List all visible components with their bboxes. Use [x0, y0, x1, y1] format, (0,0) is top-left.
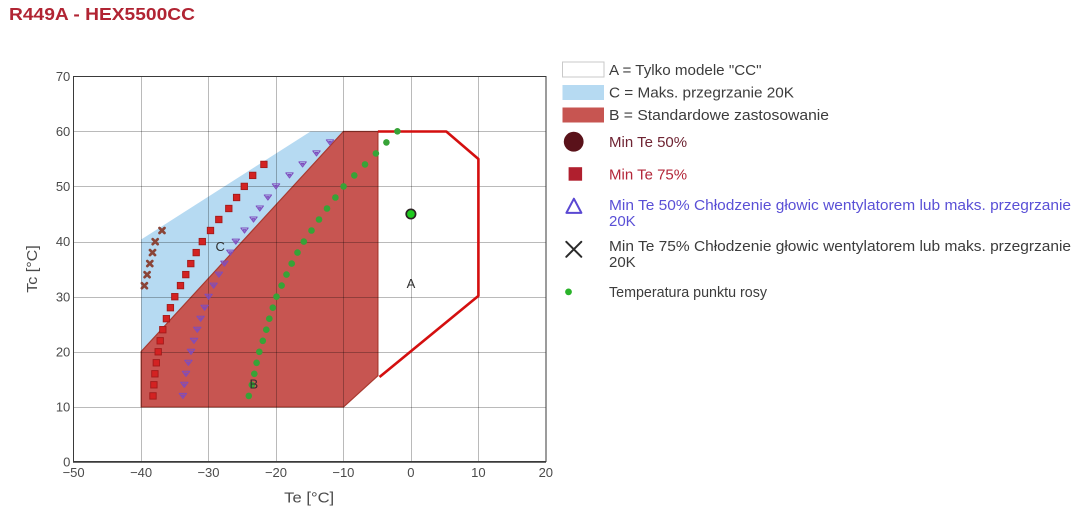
svg-text:20K: 20K — [609, 254, 636, 271]
svg-text:A: A — [407, 276, 416, 291]
svg-text:60: 60 — [56, 124, 70, 139]
svg-text:C = Maks. przegrzanie 20K: C = Maks. przegrzanie 20K — [609, 85, 794, 102]
svg-text:0: 0 — [407, 465, 414, 480]
svg-text:Te [°C]: Te [°C] — [284, 490, 334, 507]
svg-text:20: 20 — [56, 344, 70, 359]
svg-text:B = Standardowe zastosowanie: B = Standardowe zastosowanie — [609, 107, 829, 124]
svg-text:0: 0 — [63, 455, 70, 470]
svg-text:−20: −20 — [265, 465, 287, 480]
svg-text:Min Te 75% Chłodzenie głowic w: Min Te 75% Chłodzenie głowic wentylatore… — [609, 238, 1071, 255]
svg-text:10: 10 — [56, 400, 70, 415]
svg-text:Tc [°C]: Tc [°C] — [24, 245, 41, 293]
svg-text:−40: −40 — [130, 465, 152, 480]
svg-text:70: 70 — [56, 69, 70, 84]
svg-text:B: B — [250, 376, 259, 391]
svg-text:R449A - HEX5500CC: R449A - HEX5500CC — [9, 4, 195, 24]
svg-text:C: C — [216, 239, 225, 254]
svg-text:−30: −30 — [197, 465, 219, 480]
svg-text:20: 20 — [539, 465, 553, 480]
svg-text:Temperatura punktu rosy: Temperatura punktu rosy — [609, 284, 767, 301]
svg-text:−10: −10 — [332, 465, 354, 480]
svg-text:20K: 20K — [609, 213, 636, 230]
svg-text:A = Tylko modele "CC": A = Tylko modele "CC" — [609, 62, 762, 79]
svg-text:Min Te 50% Chłodzenie głowic w: Min Te 50% Chłodzenie głowic wentylatore… — [609, 197, 1071, 214]
svg-text:Min Te 50%: Min Te 50% — [609, 134, 687, 151]
svg-text:Min Te 75%: Min Te 75% — [609, 166, 687, 183]
svg-text:30: 30 — [56, 289, 70, 304]
svg-text:10: 10 — [471, 465, 485, 480]
svg-text:50: 50 — [56, 179, 70, 194]
svg-text:−50: −50 — [63, 465, 85, 480]
svg-text:40: 40 — [56, 234, 70, 249]
